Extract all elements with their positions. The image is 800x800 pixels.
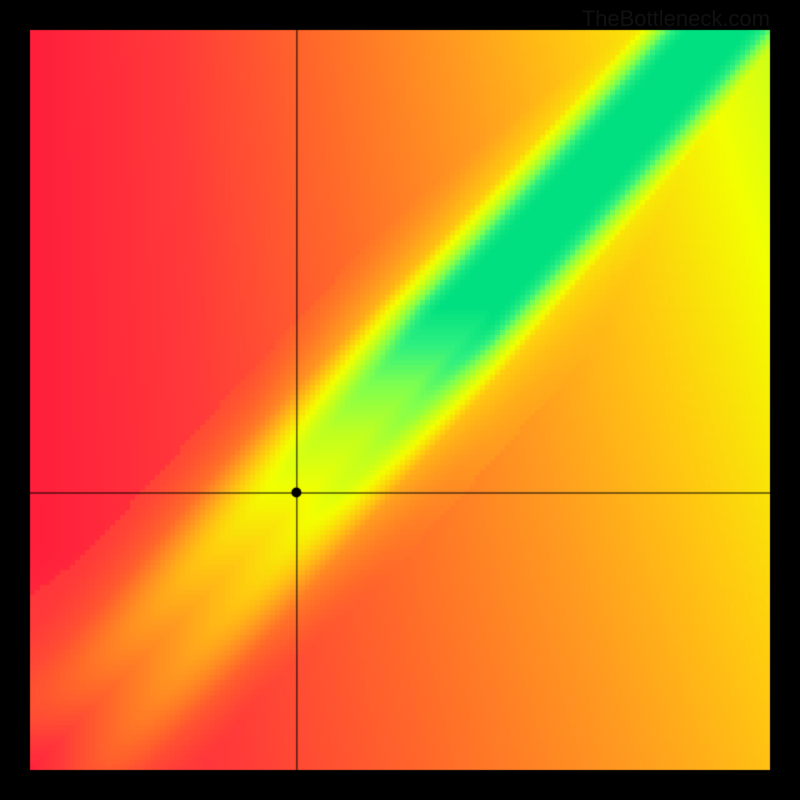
bottleneck-heatmap: [0, 0, 800, 800]
watermark-text: TheBottleneck.com: [582, 6, 770, 32]
